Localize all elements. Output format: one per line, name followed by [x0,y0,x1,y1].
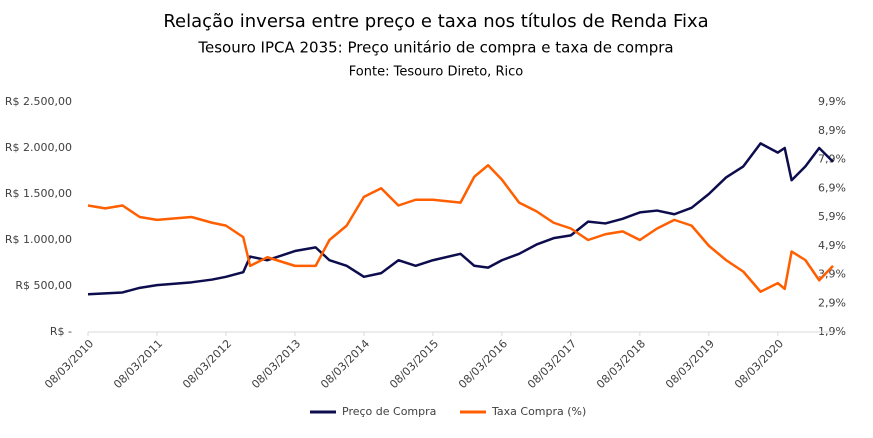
legend-label: Preço de Compra [342,405,436,418]
x-tick-label: 08/03/2012 [180,337,234,391]
y-tick-label: R$ - [50,325,72,338]
x-tick-label: 08/03/2016 [456,337,510,391]
y2-tick-label: 4,9% [818,239,846,252]
y2-tick-label: 8,9% [818,124,846,137]
x-tick-label: 08/03/2014 [318,337,372,391]
y-tick-label: R$ 2.500,00 [5,95,72,108]
legend-label: Taxa Compra (%) [491,405,586,418]
x-tick-label: 08/03/2018 [594,337,648,391]
y2-tick-label: 6,9% [818,181,846,194]
y2-tick-label: 2,9% [818,296,846,309]
x-tick-label: 08/03/2015 [387,337,441,391]
chart-subtitle: Tesouro IPCA 2035: Preço unitário de com… [197,39,673,57]
chart-title: Relação inversa entre preço e taxa nos t… [163,11,708,32]
chart-source: Fonte: Tesouro Direto, Rico [349,65,523,80]
x-tick-label: 08/03/2013 [249,337,303,391]
x-tick-label: 08/03/2019 [663,337,717,391]
y-tick-label: R$ 1.000,00 [5,233,72,246]
x-tick-label: 08/03/2020 [732,337,786,391]
y2-tick-label: 7,9% [818,153,846,166]
x-tick-label: 08/03/2017 [525,337,579,391]
x-tick-label: 08/03/2011 [111,337,165,391]
y2-tick-label: 9,9% [818,95,846,108]
y-tick-label: R$ 2.000,00 [5,141,72,154]
x-tick-label: 08/03/2010 [42,337,96,391]
series-line [87,142,834,296]
y-tick-label: R$ 1.500,00 [5,187,72,200]
y-tick-label: R$ 500,00 [15,279,72,292]
series-line [87,164,834,293]
y2-tick-label: 3,9% [818,268,846,281]
y2-tick-label: 5,9% [818,210,846,223]
